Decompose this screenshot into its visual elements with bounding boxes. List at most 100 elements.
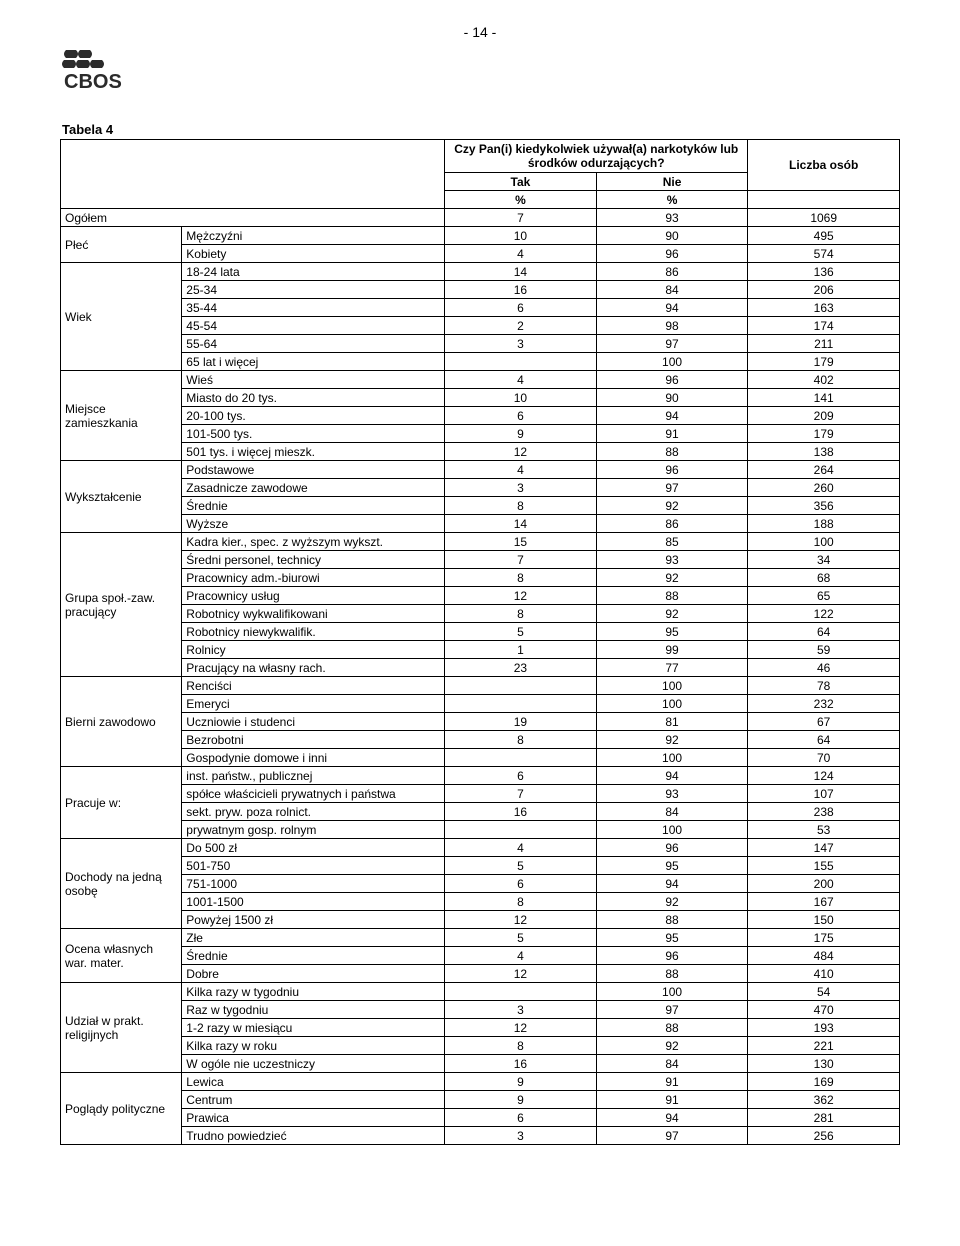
row-label: Lewica	[182, 1073, 445, 1091]
cell-nie: 92	[596, 893, 748, 911]
header-yes: Tak	[445, 173, 597, 191]
cell-tak: 10	[445, 389, 597, 407]
table-row: Miejsce zamieszkaniaWieś496402	[61, 371, 900, 389]
cell-count: 264	[748, 461, 900, 479]
row-label: Pracownicy adm.-biurowi	[182, 569, 445, 587]
group-cell: Bierni zawodowo	[61, 677, 182, 767]
table-row: Emeryci100232	[61, 695, 900, 713]
cell-tak: 9	[445, 1091, 597, 1109]
cell-tak: 8	[445, 893, 597, 911]
cell-count: 206	[748, 281, 900, 299]
overall-count: 1069	[748, 209, 900, 227]
table-row: 501-750595155	[61, 857, 900, 875]
header-question: Czy Pan(i) kiedykolwiek używał(a) narkot…	[445, 140, 748, 173]
cell-nie: 100	[596, 749, 748, 767]
cell-tak: 12	[445, 965, 597, 983]
group-cell: Pracuje w:	[61, 767, 182, 839]
table-row: prywatnym gosp. rolnym10053	[61, 821, 900, 839]
cell-tak	[445, 677, 597, 695]
cell-count: 238	[748, 803, 900, 821]
cell-tak: 9	[445, 1073, 597, 1091]
cell-nie: 88	[596, 911, 748, 929]
table-row: Średni personel, technicy79334	[61, 551, 900, 569]
cell-count: 169	[748, 1073, 900, 1091]
row-label: Bezrobotni	[182, 731, 445, 749]
row-label: Wieś	[182, 371, 445, 389]
row-label: Kobiety	[182, 245, 445, 263]
group-cell: Grupa społ.-zaw. pracujący	[61, 533, 182, 677]
cell-count: 356	[748, 497, 900, 515]
cell-count: 53	[748, 821, 900, 839]
table-row: Wiek18-24 lata1486136	[61, 263, 900, 281]
cell-tak: 12	[445, 1019, 597, 1037]
table-row: WykształceniePodstawowe496264	[61, 461, 900, 479]
cell-nie: 93	[596, 785, 748, 803]
cell-count: 155	[748, 857, 900, 875]
header-blank	[61, 140, 445, 209]
cell-count: 46	[748, 659, 900, 677]
row-label: Dobre	[182, 965, 445, 983]
row-label: 101-500 tys.	[182, 425, 445, 443]
table-row: Pracujący na własny rach.237746	[61, 659, 900, 677]
cell-nie: 85	[596, 533, 748, 551]
row-label: Pracownicy usług	[182, 587, 445, 605]
cell-count: 402	[748, 371, 900, 389]
cell-nie: 88	[596, 1019, 748, 1037]
cell-count: 150	[748, 911, 900, 929]
row-label: Kilka razy w roku	[182, 1037, 445, 1055]
table-row: Trudno powiedzieć397256	[61, 1127, 900, 1145]
group-cell: Miejsce zamieszkania	[61, 371, 182, 461]
cell-count: 175	[748, 929, 900, 947]
cell-count: 281	[748, 1109, 900, 1127]
cell-tak: 7	[445, 551, 597, 569]
cell-count: 174	[748, 317, 900, 335]
row-label: Rolnicy	[182, 641, 445, 659]
table-row: Prawica694281	[61, 1109, 900, 1127]
table-row: 20-100 tys.694209	[61, 407, 900, 425]
row-label: Zasadnicze zawodowe	[182, 479, 445, 497]
row-label: 25-34	[182, 281, 445, 299]
table-row: Średnie892356	[61, 497, 900, 515]
cell-tak: 6	[445, 1109, 597, 1127]
table-row: 1001-1500892167	[61, 893, 900, 911]
table-body: Ogółem7931069PłećMężczyźni1090495Kobiety…	[61, 209, 900, 1145]
cell-count: 147	[748, 839, 900, 857]
header-count-blank	[748, 191, 900, 209]
cell-tak: 16	[445, 803, 597, 821]
cell-tak: 4	[445, 371, 597, 389]
table-row: Zasadnicze zawodowe397260	[61, 479, 900, 497]
table-row: Wyższe1486188	[61, 515, 900, 533]
cell-nie: 81	[596, 713, 748, 731]
table-row: 25-341684206	[61, 281, 900, 299]
group-cell: Poglądy polityczne	[61, 1073, 182, 1145]
cell-count: 130	[748, 1055, 900, 1073]
row-label: inst. państw., publicznej	[182, 767, 445, 785]
cell-tak: 5	[445, 929, 597, 947]
cell-nie: 96	[596, 245, 748, 263]
table-row: 45-54298174	[61, 317, 900, 335]
cell-tak: 10	[445, 227, 597, 245]
row-label: Miasto do 20 tys.	[182, 389, 445, 407]
cell-count: 221	[748, 1037, 900, 1055]
cell-count: 59	[748, 641, 900, 659]
cell-count: 179	[748, 425, 900, 443]
cell-count: 188	[748, 515, 900, 533]
cell-tak: 3	[445, 479, 597, 497]
row-label: Mężczyźni	[182, 227, 445, 245]
cell-tak: 5	[445, 857, 597, 875]
row-label: Wyższe	[182, 515, 445, 533]
row-label: Gospodynie domowe i inni	[182, 749, 445, 767]
cell-count: 64	[748, 623, 900, 641]
table-row: Bezrobotni89264	[61, 731, 900, 749]
cell-count: 193	[748, 1019, 900, 1037]
cell-nie: 94	[596, 875, 748, 893]
table-row: 1-2 razy w miesiącu1288193	[61, 1019, 900, 1037]
cell-tak: 3	[445, 1001, 597, 1019]
table-row: 751-1000694200	[61, 875, 900, 893]
table-row: 501 tys. i więcej mieszk.1288138	[61, 443, 900, 461]
cell-nie: 94	[596, 299, 748, 317]
cell-count: 141	[748, 389, 900, 407]
cell-count: 107	[748, 785, 900, 803]
cell-tak: 16	[445, 281, 597, 299]
cell-nie: 97	[596, 1001, 748, 1019]
